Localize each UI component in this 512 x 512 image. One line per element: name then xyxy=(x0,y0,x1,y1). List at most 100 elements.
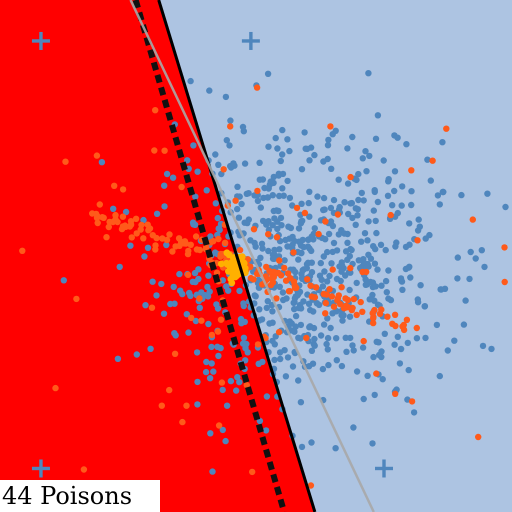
blue-point xyxy=(276,246,283,253)
orange-streak-point xyxy=(357,298,364,306)
blue-point xyxy=(366,152,373,160)
blue-point xyxy=(219,386,226,394)
orange-point xyxy=(179,418,186,426)
blue-point xyxy=(402,265,410,273)
blue-point xyxy=(383,289,390,296)
orange-streak-point xyxy=(112,211,119,219)
blue-point xyxy=(305,300,313,307)
blue-point xyxy=(289,202,296,209)
blue-point xyxy=(295,377,302,384)
blue-point xyxy=(365,218,372,225)
blue-point xyxy=(170,283,177,291)
orange-streak-point xyxy=(121,222,129,229)
blue-point xyxy=(301,129,308,136)
blue-point xyxy=(354,212,361,219)
blue-point xyxy=(332,445,339,452)
blue-point xyxy=(185,329,192,336)
blue-point xyxy=(307,306,314,314)
blue-point xyxy=(193,349,201,356)
blue-point xyxy=(355,170,362,178)
blue-point xyxy=(374,198,382,206)
blue-point xyxy=(348,199,355,207)
blue-point xyxy=(364,372,371,379)
orange-streak-point xyxy=(217,253,224,260)
blue-point xyxy=(291,299,298,306)
orange-streak-point xyxy=(338,284,345,291)
orange-point xyxy=(119,186,127,193)
blue-point xyxy=(379,376,386,383)
orange-streak-point xyxy=(109,218,117,226)
blue-point xyxy=(265,143,272,150)
blue-point xyxy=(254,197,262,205)
blue-point xyxy=(372,217,379,225)
orange-point xyxy=(293,204,301,212)
blue-point xyxy=(298,249,305,257)
blue-point xyxy=(237,315,245,323)
blue-point xyxy=(255,276,262,284)
orange-streak-point xyxy=(215,235,222,243)
poison-point xyxy=(217,260,225,268)
blue-point xyxy=(255,360,262,367)
blue-point xyxy=(269,337,276,345)
blue-point xyxy=(458,191,465,199)
blue-point xyxy=(284,243,291,250)
blue-point xyxy=(183,311,190,318)
blue-point xyxy=(280,296,287,304)
blue-point xyxy=(239,123,247,131)
orange-point xyxy=(301,209,309,217)
orange-streak-point xyxy=(196,246,204,254)
poison-point xyxy=(227,275,235,283)
blue-point xyxy=(344,239,351,246)
blue-point xyxy=(266,320,273,327)
orange-point xyxy=(334,211,342,218)
blue-point xyxy=(215,352,222,360)
orange-point xyxy=(218,379,226,386)
blue-point xyxy=(194,378,201,386)
blue-point xyxy=(230,160,237,167)
blue-point xyxy=(308,259,315,266)
blue-point xyxy=(358,189,365,197)
blue-point xyxy=(306,188,313,195)
blue-point xyxy=(233,387,240,394)
blue-point xyxy=(454,275,461,282)
blue-point xyxy=(338,262,346,269)
orange-point xyxy=(249,468,256,476)
blue-point xyxy=(167,300,174,308)
blue-point xyxy=(295,304,302,312)
blue-point xyxy=(323,340,330,348)
orange-streak-point xyxy=(282,277,290,284)
blue-point xyxy=(114,355,122,362)
orange-streak-point xyxy=(172,243,179,250)
blue-point xyxy=(234,183,241,190)
orange-point xyxy=(151,147,158,154)
blue-point xyxy=(205,320,212,328)
orange-point xyxy=(469,216,476,223)
blue-point xyxy=(346,313,354,320)
orange-streak-point xyxy=(140,235,147,242)
orange-point xyxy=(111,182,118,189)
orange-streak-point xyxy=(187,241,194,248)
blue-point xyxy=(324,248,331,256)
blue-point xyxy=(325,361,332,369)
plus-top-left xyxy=(31,31,50,50)
orange-point xyxy=(243,382,250,389)
blue-point xyxy=(295,256,302,263)
blue-point xyxy=(317,259,324,267)
blue-point xyxy=(289,241,296,248)
orange-point xyxy=(232,197,239,204)
orange-point xyxy=(392,390,399,397)
blue-point xyxy=(286,147,293,155)
blue-point xyxy=(263,393,271,400)
blue-point xyxy=(282,373,290,380)
blue-point xyxy=(372,283,379,290)
blue-point xyxy=(338,362,346,370)
orange-streak-point xyxy=(94,219,101,227)
orange-streak-point xyxy=(322,299,329,307)
blue-point xyxy=(287,224,295,232)
blue-point xyxy=(451,337,458,344)
blue-point xyxy=(417,282,424,289)
orange-streak-point xyxy=(400,321,407,329)
blue-point xyxy=(196,304,203,311)
blue-point xyxy=(161,203,168,210)
